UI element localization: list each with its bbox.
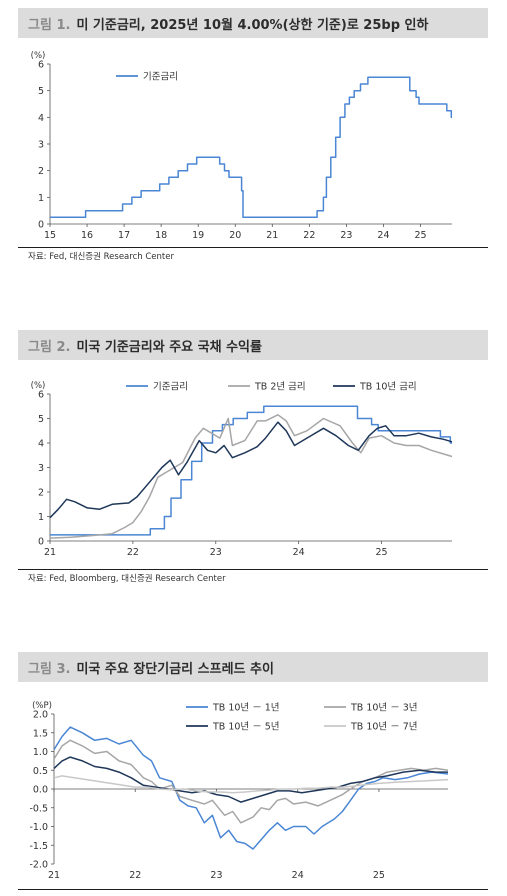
legend-label: TB 2년 금리 — [254, 382, 306, 393]
source-divider — [18, 889, 488, 890]
y-unit-label: (%P) — [32, 701, 52, 711]
x-tick-label: 19 — [192, 230, 204, 241]
x-tick-label: 24 — [293, 547, 305, 558]
x-tick-label: 21 — [266, 230, 278, 241]
legend-label: TB 10년 － 3년 — [350, 703, 418, 714]
figure-2-title-bar: 그림 2. 미국 기준금리와 주요 국채 수익률 — [18, 330, 488, 360]
series-line-3 — [53, 756, 448, 803]
y-tick-label: 0.0 — [33, 785, 48, 796]
series-line-1 — [50, 405, 452, 536]
x-tick-label: 23 — [210, 547, 222, 558]
x-tick-label: 16 — [81, 230, 93, 241]
x-tick-label: 25 — [414, 230, 426, 241]
y-tick-label: 6 — [38, 60, 44, 71]
figure-1-title-bar: 그림 1. 미 기준금리, 2025년 10월 4.00%(상한 기준)로 25… — [18, 8, 488, 38]
y-tick-label: 1.5 — [33, 728, 48, 739]
figure-title: 미 기준금리, 2025년 10월 4.00%(상한 기준)로 25bp 인하 — [76, 17, 429, 33]
x-tick-label: 25 — [373, 870, 385, 881]
legend-label: 기준금리 — [143, 72, 178, 83]
series-line-1 — [50, 76, 453, 219]
y-tick-label: 5 — [38, 414, 44, 425]
y-tick-label: 1.0 — [33, 747, 48, 758]
figure-title: 미국 기준금리와 주요 국채 수익률 — [76, 339, 262, 355]
x-tick-label: 18 — [155, 230, 167, 241]
series-line-3 — [49, 421, 453, 519]
x-tick-label: 22 — [303, 230, 315, 241]
y-tick-label: -0.5 — [29, 803, 48, 814]
legend-label: TB 10년 － 5년 — [212, 722, 280, 733]
x-tick-label: 20 — [229, 230, 241, 241]
series-line-4 — [53, 775, 449, 794]
figure-number: 그림 3. — [28, 661, 71, 677]
x-tick-label: 15 — [44, 230, 56, 241]
x-tick-label: 24 — [292, 870, 304, 881]
y-unit-label: (%) — [31, 51, 46, 61]
figure-title: 미국 주요 장단기금리 스프레드 추이 — [76, 661, 274, 677]
y-tick-label: 1 — [38, 193, 44, 204]
y-tick-label: 0 — [38, 220, 44, 231]
series-line-2 — [49, 414, 453, 539]
legend-label: TB 10년 금리 — [359, 382, 417, 393]
source-divider — [18, 569, 488, 570]
y-tick-label: 2 — [38, 166, 44, 177]
x-tick-label: 25 — [375, 547, 387, 558]
y-tick-label: 2.0 — [33, 710, 48, 721]
y-tick-label: -2.0 — [29, 860, 48, 871]
x-tick-label: 21 — [44, 547, 56, 558]
source-divider — [18, 247, 488, 248]
x-tick-label: 23 — [210, 870, 222, 881]
y-tick-label: 1 — [38, 512, 44, 523]
y-tick-label: 6 — [38, 390, 44, 401]
y-tick-label: 3 — [38, 463, 44, 474]
y-tick-label: -1.0 — [29, 822, 48, 833]
y-tick-label: 4 — [38, 439, 44, 450]
x-tick-label: 23 — [340, 230, 352, 241]
y-tick-label: -1.5 — [29, 841, 48, 852]
x-tick-label: 22 — [129, 870, 141, 881]
y-tick-label: 3 — [38, 140, 44, 151]
spread-chart: (%P)2.0 1.5 1.0 0.5 0.0 -0.5 -1.0 -1.5 -2.021 22 2… — [29, 701, 449, 881]
legend-label: TB 10년 － 1년 — [212, 703, 280, 714]
y-unit-label: (%) — [31, 381, 46, 391]
figure-3-title-bar: 그림 3. 미국 주요 장단기금리 스프레드 추이 — [18, 652, 488, 682]
y-tick-label: 2 — [38, 488, 44, 499]
y-tick-label: 0.5 — [33, 766, 48, 777]
legend-label: TB 10년 － 7년 — [350, 722, 418, 733]
figure-number: 그림 1. — [28, 17, 71, 33]
figure-number: 그림 2. — [28, 339, 71, 355]
y-tick-label: 5 — [38, 86, 44, 97]
x-tick-label: 24 — [377, 230, 389, 241]
legend-label: 기준금리 — [153, 382, 188, 393]
x-tick-label: 22 — [127, 547, 139, 558]
x-tick-label: 17 — [118, 230, 130, 241]
series-line-1 — [53, 726, 449, 850]
source-note: 자료: Fed, 대신증권 Research Center — [28, 252, 174, 262]
x-tick-label: 21 — [48, 870, 60, 881]
y-tick-label: 0 — [38, 537, 44, 548]
y-tick-label: 4 — [38, 113, 44, 124]
series-line-2 — [53, 739, 449, 824]
source-note: 자료: Fed, Bloomberg, 대신증권 Research Center — [28, 574, 226, 584]
